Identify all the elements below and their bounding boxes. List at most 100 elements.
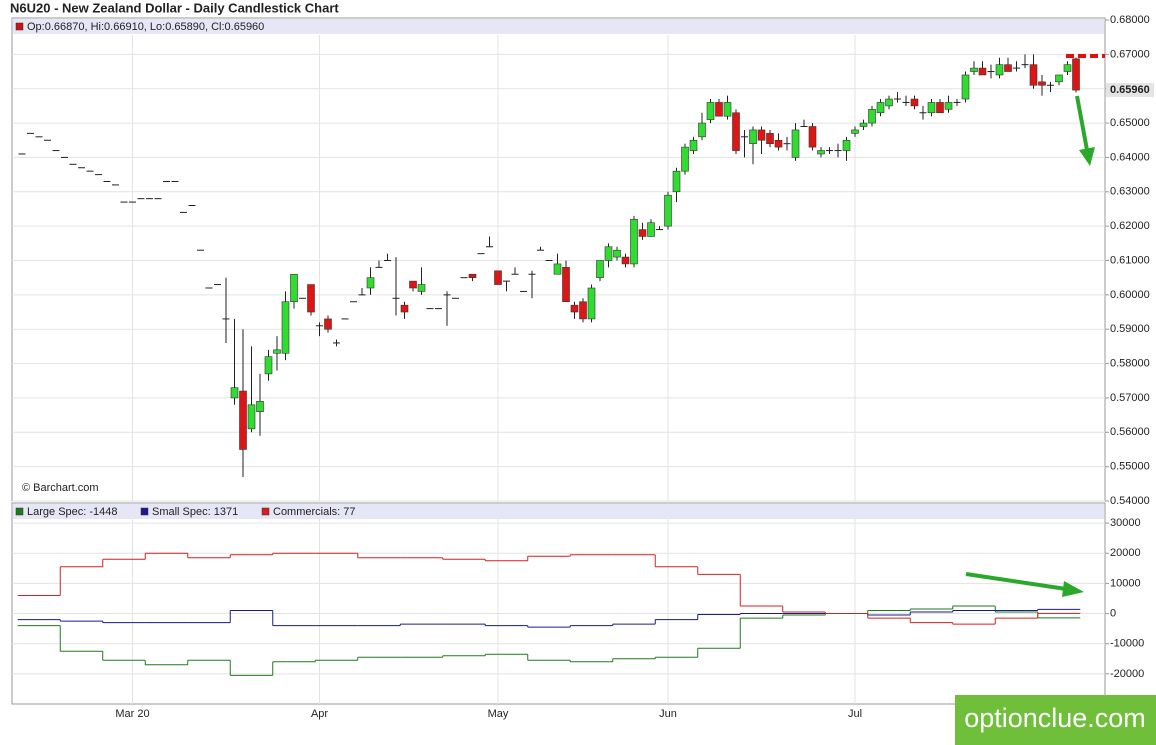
- candle-body: [103, 180, 111, 182]
- candle-body: [146, 198, 153, 200]
- candle-body: [961, 74, 970, 100]
- candle-body: [681, 146, 689, 172]
- candle-body: [1013, 67, 1020, 69]
- candle-body: [358, 294, 366, 296]
- y-tick-label: 0.61000: [1110, 254, 1150, 266]
- candle-body: [460, 277, 468, 279]
- candle-body: [970, 67, 978, 72]
- candle-body: [715, 102, 723, 117]
- y-tick-label: 0.56000: [1110, 426, 1150, 438]
- legend-swatch: [261, 507, 270, 516]
- legend-label: Large Spec: -1448: [27, 506, 118, 518]
- candle-body: [1047, 84, 1054, 86]
- candle-body: [290, 273, 298, 303]
- candle-body: [188, 205, 196, 207]
- watermark-box: [955, 695, 1156, 745]
- candle-body: [384, 260, 391, 261]
- candle-body: [562, 267, 570, 303]
- candle-body: [503, 280, 510, 282]
- candle-body: [163, 180, 170, 182]
- candle-body: [817, 150, 825, 155]
- candle-body: [27, 132, 34, 134]
- candle-body: [757, 129, 766, 141]
- candle-body: [112, 184, 119, 186]
- candle-body: [1055, 74, 1063, 83]
- candle-body: [656, 229, 663, 231]
- x-tick-label: Jun: [659, 708, 677, 720]
- y-tick-label: 0: [1110, 607, 1116, 619]
- candle-body: [520, 290, 527, 292]
- candle-body: [1021, 64, 1029, 66]
- candle-body: [902, 101, 910, 103]
- candle-body: [826, 150, 833, 152]
- candle-body: [528, 273, 536, 275]
- candle-body: [545, 260, 553, 261]
- candle-body: [239, 390, 247, 450]
- candle-body: [1029, 64, 1038, 86]
- arrow-head: [1079, 147, 1095, 166]
- candle-body: [859, 122, 868, 127]
- candle-body: [18, 153, 26, 155]
- candle-body: [953, 101, 961, 103]
- candle-body: [808, 126, 817, 148]
- candle-body: [281, 301, 290, 354]
- candle-body: [851, 129, 859, 134]
- x-tick-label: Jul: [848, 708, 862, 720]
- y-tick-label: 0.62000: [1110, 220, 1150, 232]
- candle-body: [689, 139, 698, 151]
- candle-body: [426, 308, 434, 310]
- arrow-head: [1062, 581, 1084, 597]
- candle-body: [842, 139, 851, 151]
- candle-body: [537, 249, 544, 251]
- candle-body: [256, 401, 264, 412]
- candle-body: [154, 198, 162, 200]
- candle-body: [698, 122, 706, 138]
- candle-body: [800, 126, 808, 128]
- legend-bar: [13, 504, 1104, 519]
- candle-body: [1004, 64, 1012, 72]
- legend-swatch: [15, 507, 24, 516]
- candle-body: [264, 356, 273, 375]
- candle-body: [613, 249, 621, 258]
- candle-body: [137, 198, 145, 200]
- legend-label: Commercials: 77: [273, 506, 356, 518]
- candle-body: [1072, 58, 1080, 91]
- candle-body: [910, 98, 919, 107]
- info-swatch: [15, 22, 24, 31]
- candle-body: [443, 294, 451, 296]
- candle-body: [409, 280, 417, 289]
- candle-body: [596, 260, 604, 278]
- y-tick-label: 0.65000: [1110, 117, 1150, 129]
- candle-body: [333, 342, 340, 344]
- candle-body: [120, 201, 128, 203]
- candle-body: [664, 194, 672, 227]
- cot-panel: [11, 502, 1106, 705]
- y-tick-label: 10000: [1110, 577, 1141, 589]
- watermark: optionclue.com: [964, 703, 1146, 733]
- y-tick-label: -10000: [1110, 638, 1144, 650]
- y-tick-label: 0.63000: [1110, 186, 1150, 198]
- candle-body: [774, 139, 783, 148]
- candle-body: [834, 150, 842, 152]
- y-tick-label: 0.67000: [1110, 48, 1150, 60]
- candle-body: [570, 304, 579, 313]
- candle-body: [350, 301, 357, 303]
- candle-body: [494, 270, 502, 285]
- candle-body: [375, 266, 383, 268]
- candle-body: [477, 253, 485, 255]
- candle-body: [86, 170, 94, 172]
- y-tick-label: 0.57000: [1110, 392, 1150, 404]
- candle-body: [791, 129, 800, 158]
- legend-label: Small Spec: 1371: [152, 506, 238, 518]
- candle-body: [927, 102, 936, 114]
- candle-body: [129, 201, 136, 203]
- price-panel: [11, 17, 1106, 502]
- candle-body: [741, 136, 748, 138]
- candle-body: [452, 297, 459, 299]
- candle-body: [180, 211, 187, 213]
- y-tick-label: 0.64000: [1110, 151, 1150, 163]
- candle-body: [647, 222, 655, 237]
- candle-body: [706, 102, 715, 120]
- candle-body: [987, 71, 995, 73]
- y-tick-label: 0.59000: [1110, 323, 1150, 335]
